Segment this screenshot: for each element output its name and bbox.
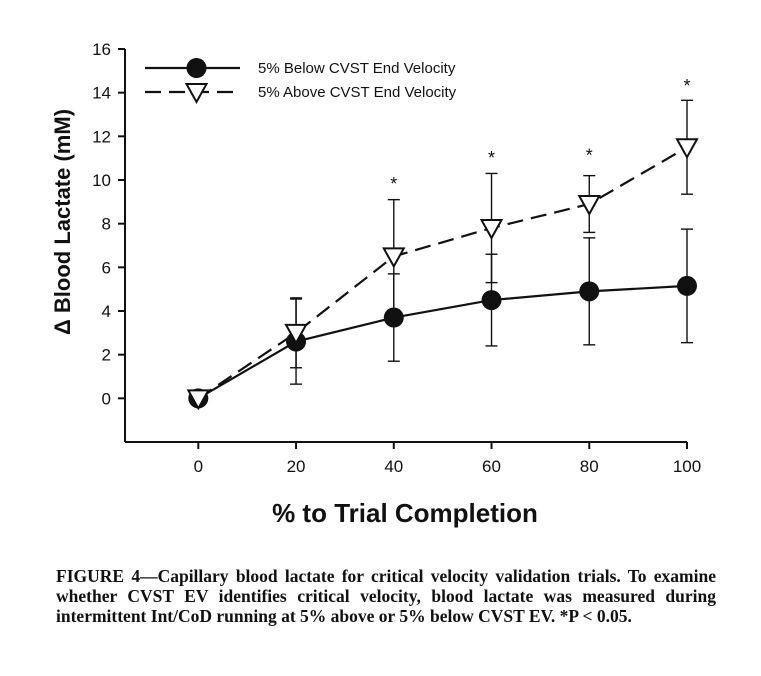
y-tick-label: 12 bbox=[92, 127, 111, 146]
point-below bbox=[481, 290, 502, 311]
x-axis-label: % to Trial Completion bbox=[272, 498, 538, 528]
y-tick-label: 8 bbox=[102, 215, 111, 234]
legend-label: 5% Above CVST End Velocity bbox=[258, 84, 457, 101]
y-tick-label: 2 bbox=[102, 346, 111, 365]
figure-caption: FIGURE 4—Capillary blood lactate for cri… bbox=[56, 566, 716, 626]
y-tick-label: 14 bbox=[92, 84, 111, 103]
series-line-below bbox=[197, 284, 688, 400]
x-tick-label: 0 bbox=[194, 457, 203, 476]
legend-marker bbox=[184, 83, 209, 105]
significance-marker: * bbox=[683, 76, 690, 96]
lactate-line-chart: 0 2 4 6 8 10 12 14 16 0 20 40 60 80 100 * * * * 5% Below CV… bbox=[50, 40, 701, 528]
y-tick-label: 6 bbox=[102, 258, 111, 277]
legend-marker bbox=[186, 58, 207, 78]
point-below bbox=[677, 275, 697, 296]
y-tick-label: 16 bbox=[92, 40, 111, 59]
significance-marker: * bbox=[488, 148, 495, 168]
point-above bbox=[479, 219, 504, 241]
significance-marker: * bbox=[390, 174, 397, 194]
point-below bbox=[579, 281, 600, 302]
point-below bbox=[383, 307, 404, 328]
y-tick-label: 0 bbox=[102, 389, 111, 408]
x-tick-label: 100 bbox=[673, 457, 701, 476]
point-above bbox=[382, 247, 406, 269]
point-above bbox=[186, 389, 211, 411]
point-above bbox=[284, 323, 308, 345]
x-tick-label: 40 bbox=[384, 457, 403, 476]
y-axis-label: Δ Blood Lactate (mM) bbox=[50, 109, 75, 335]
y-tick-label: 10 bbox=[92, 171, 111, 190]
y-tick-label: 4 bbox=[102, 302, 111, 321]
x-tick-label: 60 bbox=[482, 457, 501, 476]
point-above bbox=[577, 195, 601, 217]
point-above bbox=[675, 138, 699, 160]
legend-label: 5% Below CVST End Velocity bbox=[258, 60, 456, 77]
series-line-above bbox=[197, 146, 688, 400]
x-tick-label: 80 bbox=[580, 457, 599, 476]
significance-marker: * bbox=[586, 146, 593, 166]
x-tick-label: 20 bbox=[287, 457, 306, 476]
